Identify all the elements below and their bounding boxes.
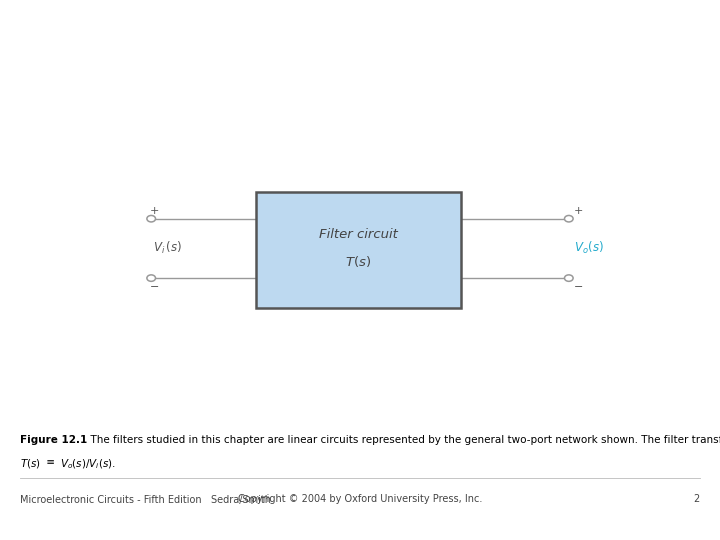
Circle shape <box>564 275 573 281</box>
Text: Filter circuit: Filter circuit <box>319 228 397 241</box>
Text: $V_o(s)$: $V_o(s)$ <box>574 240 603 256</box>
Circle shape <box>147 215 156 222</box>
Text: The filters studied in this chapter are linear circuits represented by the gener: The filters studied in this chapter are … <box>84 435 720 445</box>
Text: Copyright © 2004 by Oxford University Press, Inc.: Copyright © 2004 by Oxford University Pr… <box>238 495 482 504</box>
Text: $V_o(s)/V_i(s).$: $V_o(s)/V_i(s).$ <box>60 457 117 471</box>
Text: Microelectronic Circuits - Fifth Edition   Sedra/Smith: Microelectronic Circuits - Fifth Edition… <box>20 495 271 504</box>
Text: 2: 2 <box>693 495 700 504</box>
Text: −: − <box>574 282 583 292</box>
Text: ≡: ≡ <box>43 457 58 468</box>
Circle shape <box>564 215 573 222</box>
Text: +: + <box>574 206 583 215</box>
Bar <box>256 192 461 308</box>
Text: $T(s)$: $T(s)$ <box>345 254 372 269</box>
Text: $T(s)$: $T(s)$ <box>20 457 41 470</box>
Circle shape <box>147 275 156 281</box>
Text: +: + <box>150 206 160 215</box>
Text: −: − <box>150 282 160 292</box>
Text: $V_i\,(s)$: $V_i\,(s)$ <box>153 240 181 256</box>
Text: Figure 12.1: Figure 12.1 <box>20 435 87 445</box>
